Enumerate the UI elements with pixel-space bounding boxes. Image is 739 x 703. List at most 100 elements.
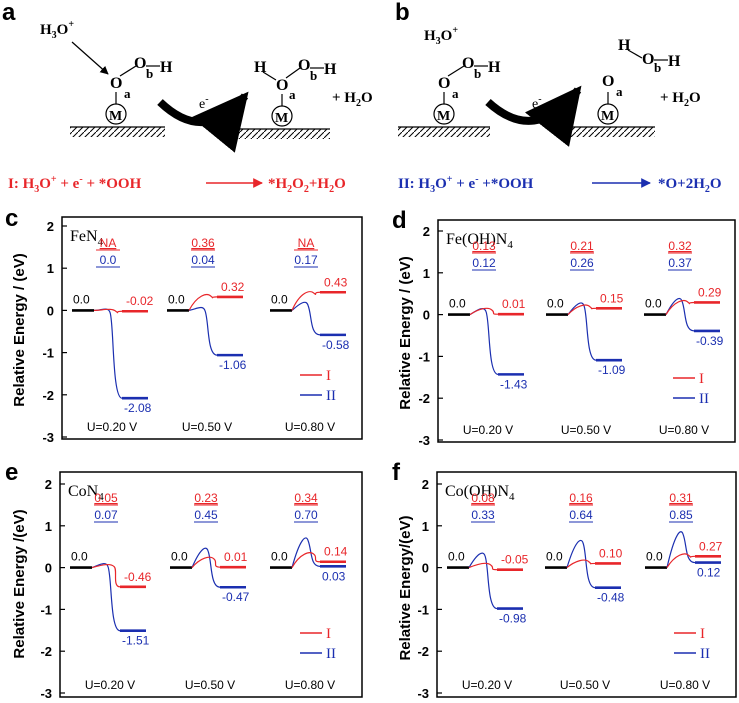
reaction-i-equation: I: H3O+ + e- + *OOH [8,174,142,195]
pathway-ii-curve [469,307,499,375]
reaction-profile-group: 0.0 -2.08 -0.02 NA 0.0 U=0.20 V [72,236,154,434]
pathway-ii-final-label: -1.51 [122,634,150,648]
pathway-i-final-label: 0.01 [502,297,526,311]
oxygen-a-label-b: O [438,75,450,92]
surface-hatch-2 [238,129,330,139]
legend-label-ii: II [699,391,709,407]
metal-label: M [109,109,122,124]
pathway-ii-curve [291,301,321,336]
hydrogen-added-label: H [254,59,267,76]
legend-label-ii: II [326,388,336,404]
pathway-i-barrier-label: 0.16 [569,491,593,505]
y-tick-label: -2 [417,644,429,659]
water-product-label: + H2O [332,90,373,109]
y-tick-label: 0 [45,561,52,576]
pathway-i-barrier-label: 0.05 [94,491,118,505]
y-tick-label: 1 [423,266,430,281]
initial-energy-label: 0.0 [546,550,563,564]
hydrogen-label-2: H [324,61,337,78]
pathway-i-final-label: 0.32 [221,280,245,294]
y-tick-label: -1 [40,602,52,617]
pathway-ii-curve [566,539,596,589]
reaction-profile-group: 0.0 -1.43 0.01 0.13 0.12 U=0.20 V [448,239,528,437]
pathway-i-curve [191,556,221,568]
pathway-i-curve [665,299,695,315]
pathway-ii-curve [468,552,498,610]
potential-label: U=0.20 V [87,420,137,434]
oxygen-b-label-b: O [462,55,474,72]
metal-site [105,103,127,125]
oxygen-b-label: O [134,55,146,72]
potential-label: U=0.20 V [463,423,513,437]
pathway-i-final-label: 0.14 [324,545,348,559]
initial-energy-label: 0.0 [171,550,188,564]
panel-letter-f: f [392,459,401,486]
h3o-label-b: H3O+ [424,25,458,47]
oxygen-a-label: O [110,75,122,92]
legend-label-ii: II [326,646,336,662]
pathway-i-barrier-label: NA [298,236,315,250]
reaction-profile-group: 0.0 -1.09 0.15 0.21 0.26 U=0.50 V [546,239,626,437]
pathway-ii-barrier-label: 0.26 [570,256,594,270]
pathway-i-barrier-label: 0.23 [194,491,218,505]
y-tick-label: -3 [417,686,429,701]
reaction-equations: I: H3O+ + e- + *OOH *H2O2+H2O II: H3O+ +… [8,174,722,195]
panel-letter-b: b [395,0,410,26]
pathway-i-curve [93,308,123,314]
reaction-profile-group: 0.0 0.12 0.27 0.31 0.85 U=0.80 V [645,491,723,692]
attack-arrow [71,41,109,75]
water-molecule-h1: H [618,37,631,54]
pathway-i-final-label: 0.01 [224,550,248,564]
metal-label-2: M [275,111,288,126]
panel-title: CoN4 [68,483,104,503]
pathway-i-curve [566,559,596,569]
pathway-i-final-label: 0.29 [698,285,722,299]
pathway-i-barrier-label: 0.13 [472,239,496,253]
legend-label-i: I [699,371,704,387]
pathway-i-curve [469,307,499,316]
panel-letter-a: a [2,0,16,26]
bond-oo [119,65,137,77]
initial-energy-label: 0.0 [271,292,288,306]
potential-label: U=0.20 V [462,678,512,692]
plot-frame [437,219,736,443]
pathway-i-barrier-label: 0.32 [668,239,692,253]
metal-site-2 [271,105,293,127]
bond-oo-2 [285,67,301,79]
panel-title: FeN4 [70,228,104,248]
panel-letter-d: d [392,207,407,234]
scheme-b: b H3O+ O a O b H M e- H O b H O a M + H2… [395,0,701,147]
pathway-ii-curve [188,306,218,356]
initial-energy-label: 0.0 [646,550,663,564]
water-molecule-sub: b [654,60,661,75]
reaction-profile-group: 0.0 -0.47 0.01 0.23 0.45 U=0.50 V [170,491,250,692]
pathway-ii-final-label: -0.47 [222,590,250,604]
pathway-ii-final-label: -0.98 [499,612,527,626]
reaction-profile-group: 0.0 -0.39 0.29 0.32 0.37 U=0.80 V [644,239,724,437]
pathway-ii-curve [291,537,321,568]
reaction-ii-equation: II: H3O+ + e- +*OOH [398,174,534,195]
y-tick-label: 0 [422,561,429,576]
potential-label: U=0.50 V [185,678,235,692]
electron-transfer-arrow [157,91,249,153]
oxygen-b-sub: b [146,66,153,81]
pathway-ii-final-label: -1.06 [219,358,247,372]
initial-energy-label: 0.0 [271,550,288,564]
pathway-ii-barrier-label: 0.33 [471,508,495,522]
panel-e: e Relative Energy /(eV) 2 1 0 -1 -2 -3 CoN4 0.0 -1… [5,459,363,701]
pathway-i-final-label: -0.05 [501,553,529,567]
y-tick-label: -3 [42,430,54,445]
y-tick-label: 2 [423,224,430,239]
pathway-ii-barrier-label: 0.0 [100,253,117,267]
plot-frame [61,216,363,440]
h3o-label: H3O+ [40,19,74,41]
y-tick-label: 2 [422,477,429,492]
y-tick-label: 2 [47,219,54,234]
y-axis-label: Relative Energy / (eV) [397,256,414,409]
pathway-i-final-label: -0.46 [124,570,152,584]
pathway-ii-final-label: -1.09 [598,363,626,377]
pathway-i-curve [567,304,597,316]
potential-label: U=0.50 V [560,678,610,692]
